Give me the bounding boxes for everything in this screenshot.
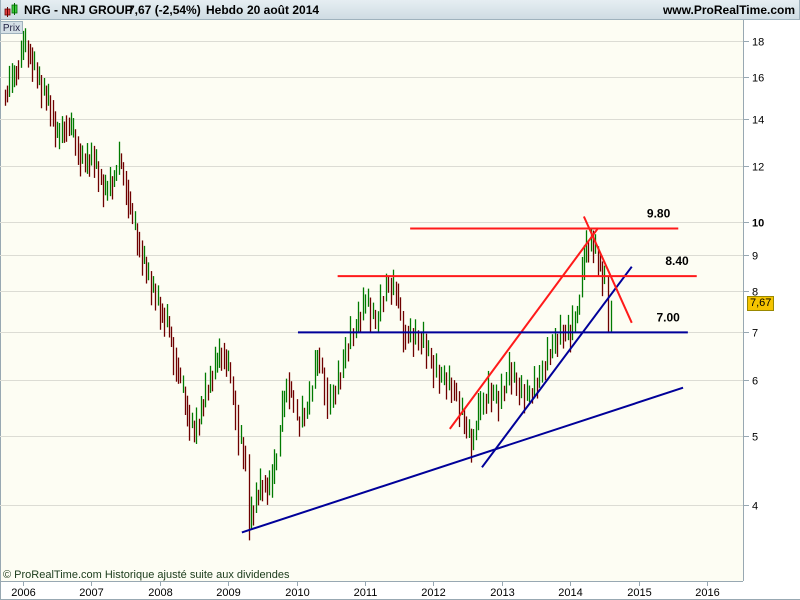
y-tick-label: 9 bbox=[752, 251, 758, 263]
plot-area bbox=[0, 20, 743, 581]
x-tick-label: 2008 bbox=[148, 587, 172, 599]
y-tick-label: 5 bbox=[752, 432, 758, 444]
y-tick-label: 12 bbox=[752, 162, 764, 174]
x-tick-label: 2009 bbox=[216, 587, 240, 599]
x-tick-label: 2016 bbox=[695, 587, 719, 599]
period-label: Hebdo bbox=[206, 3, 244, 17]
level-label: 9.80 bbox=[647, 207, 671, 221]
footer-note: © ProRealTime.com Historique ajusté suit… bbox=[3, 569, 290, 581]
y-tick-label: 16 bbox=[752, 73, 764, 85]
last-price-label: 7,67 bbox=[747, 296, 775, 311]
y-tick-label: 18 bbox=[752, 37, 764, 49]
y-tick-label: 4 bbox=[752, 501, 758, 513]
level-label: 7.00 bbox=[656, 310, 680, 324]
trendline bbox=[449, 227, 600, 430]
y-tick-label: 14 bbox=[752, 115, 764, 127]
quote-value: 7,67 (-2,54%) bbox=[128, 3, 201, 17]
y-tick-label: 10 bbox=[752, 218, 764, 230]
y-tick-label: 7 bbox=[752, 328, 758, 340]
trendline bbox=[582, 216, 633, 324]
x-tick-label: 2015 bbox=[627, 587, 651, 599]
x-tick-label: 2014 bbox=[558, 587, 582, 599]
y-tick-label: 6 bbox=[752, 376, 758, 388]
x-tick-label: 2013 bbox=[490, 587, 514, 599]
candlestick-logo-icon bbox=[4, 3, 18, 17]
trendline bbox=[481, 266, 633, 468]
x-tick-label: 2012 bbox=[421, 587, 445, 599]
panel-label: Prix bbox=[0, 21, 23, 34]
x-tick-label: 2010 bbox=[285, 587, 309, 599]
y-tick-label: 8 bbox=[752, 287, 758, 299]
x-tick-label: 2011 bbox=[354, 587, 378, 599]
level-label: 8.40 bbox=[665, 254, 689, 268]
x-tick-label: 2007 bbox=[79, 587, 103, 599]
trendline bbox=[241, 386, 684, 534]
symbol-name: NRG - NRJ GROUP bbox=[24, 3, 133, 17]
site-link[interactable]: www.ProRealTime.com bbox=[662, 3, 795, 17]
chart-header: NRG - NRJ GROUP 7,67 (-2,54%) Hebdo 20 a… bbox=[0, 0, 800, 20]
x-tick-label: 2006 bbox=[11, 587, 35, 599]
quote-date: 20 août 2014 bbox=[247, 3, 320, 17]
